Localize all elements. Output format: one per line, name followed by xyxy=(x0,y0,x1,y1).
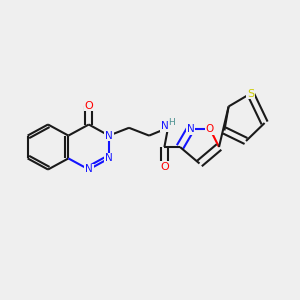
Text: N: N xyxy=(161,121,169,131)
Text: N: N xyxy=(187,124,194,134)
Text: O: O xyxy=(206,124,214,134)
Text: N: N xyxy=(105,130,113,141)
Text: O: O xyxy=(84,100,93,111)
Text: S: S xyxy=(247,88,254,99)
Text: H: H xyxy=(169,118,175,127)
Text: O: O xyxy=(160,161,169,172)
Text: N: N xyxy=(85,164,93,175)
Text: N: N xyxy=(105,153,113,164)
